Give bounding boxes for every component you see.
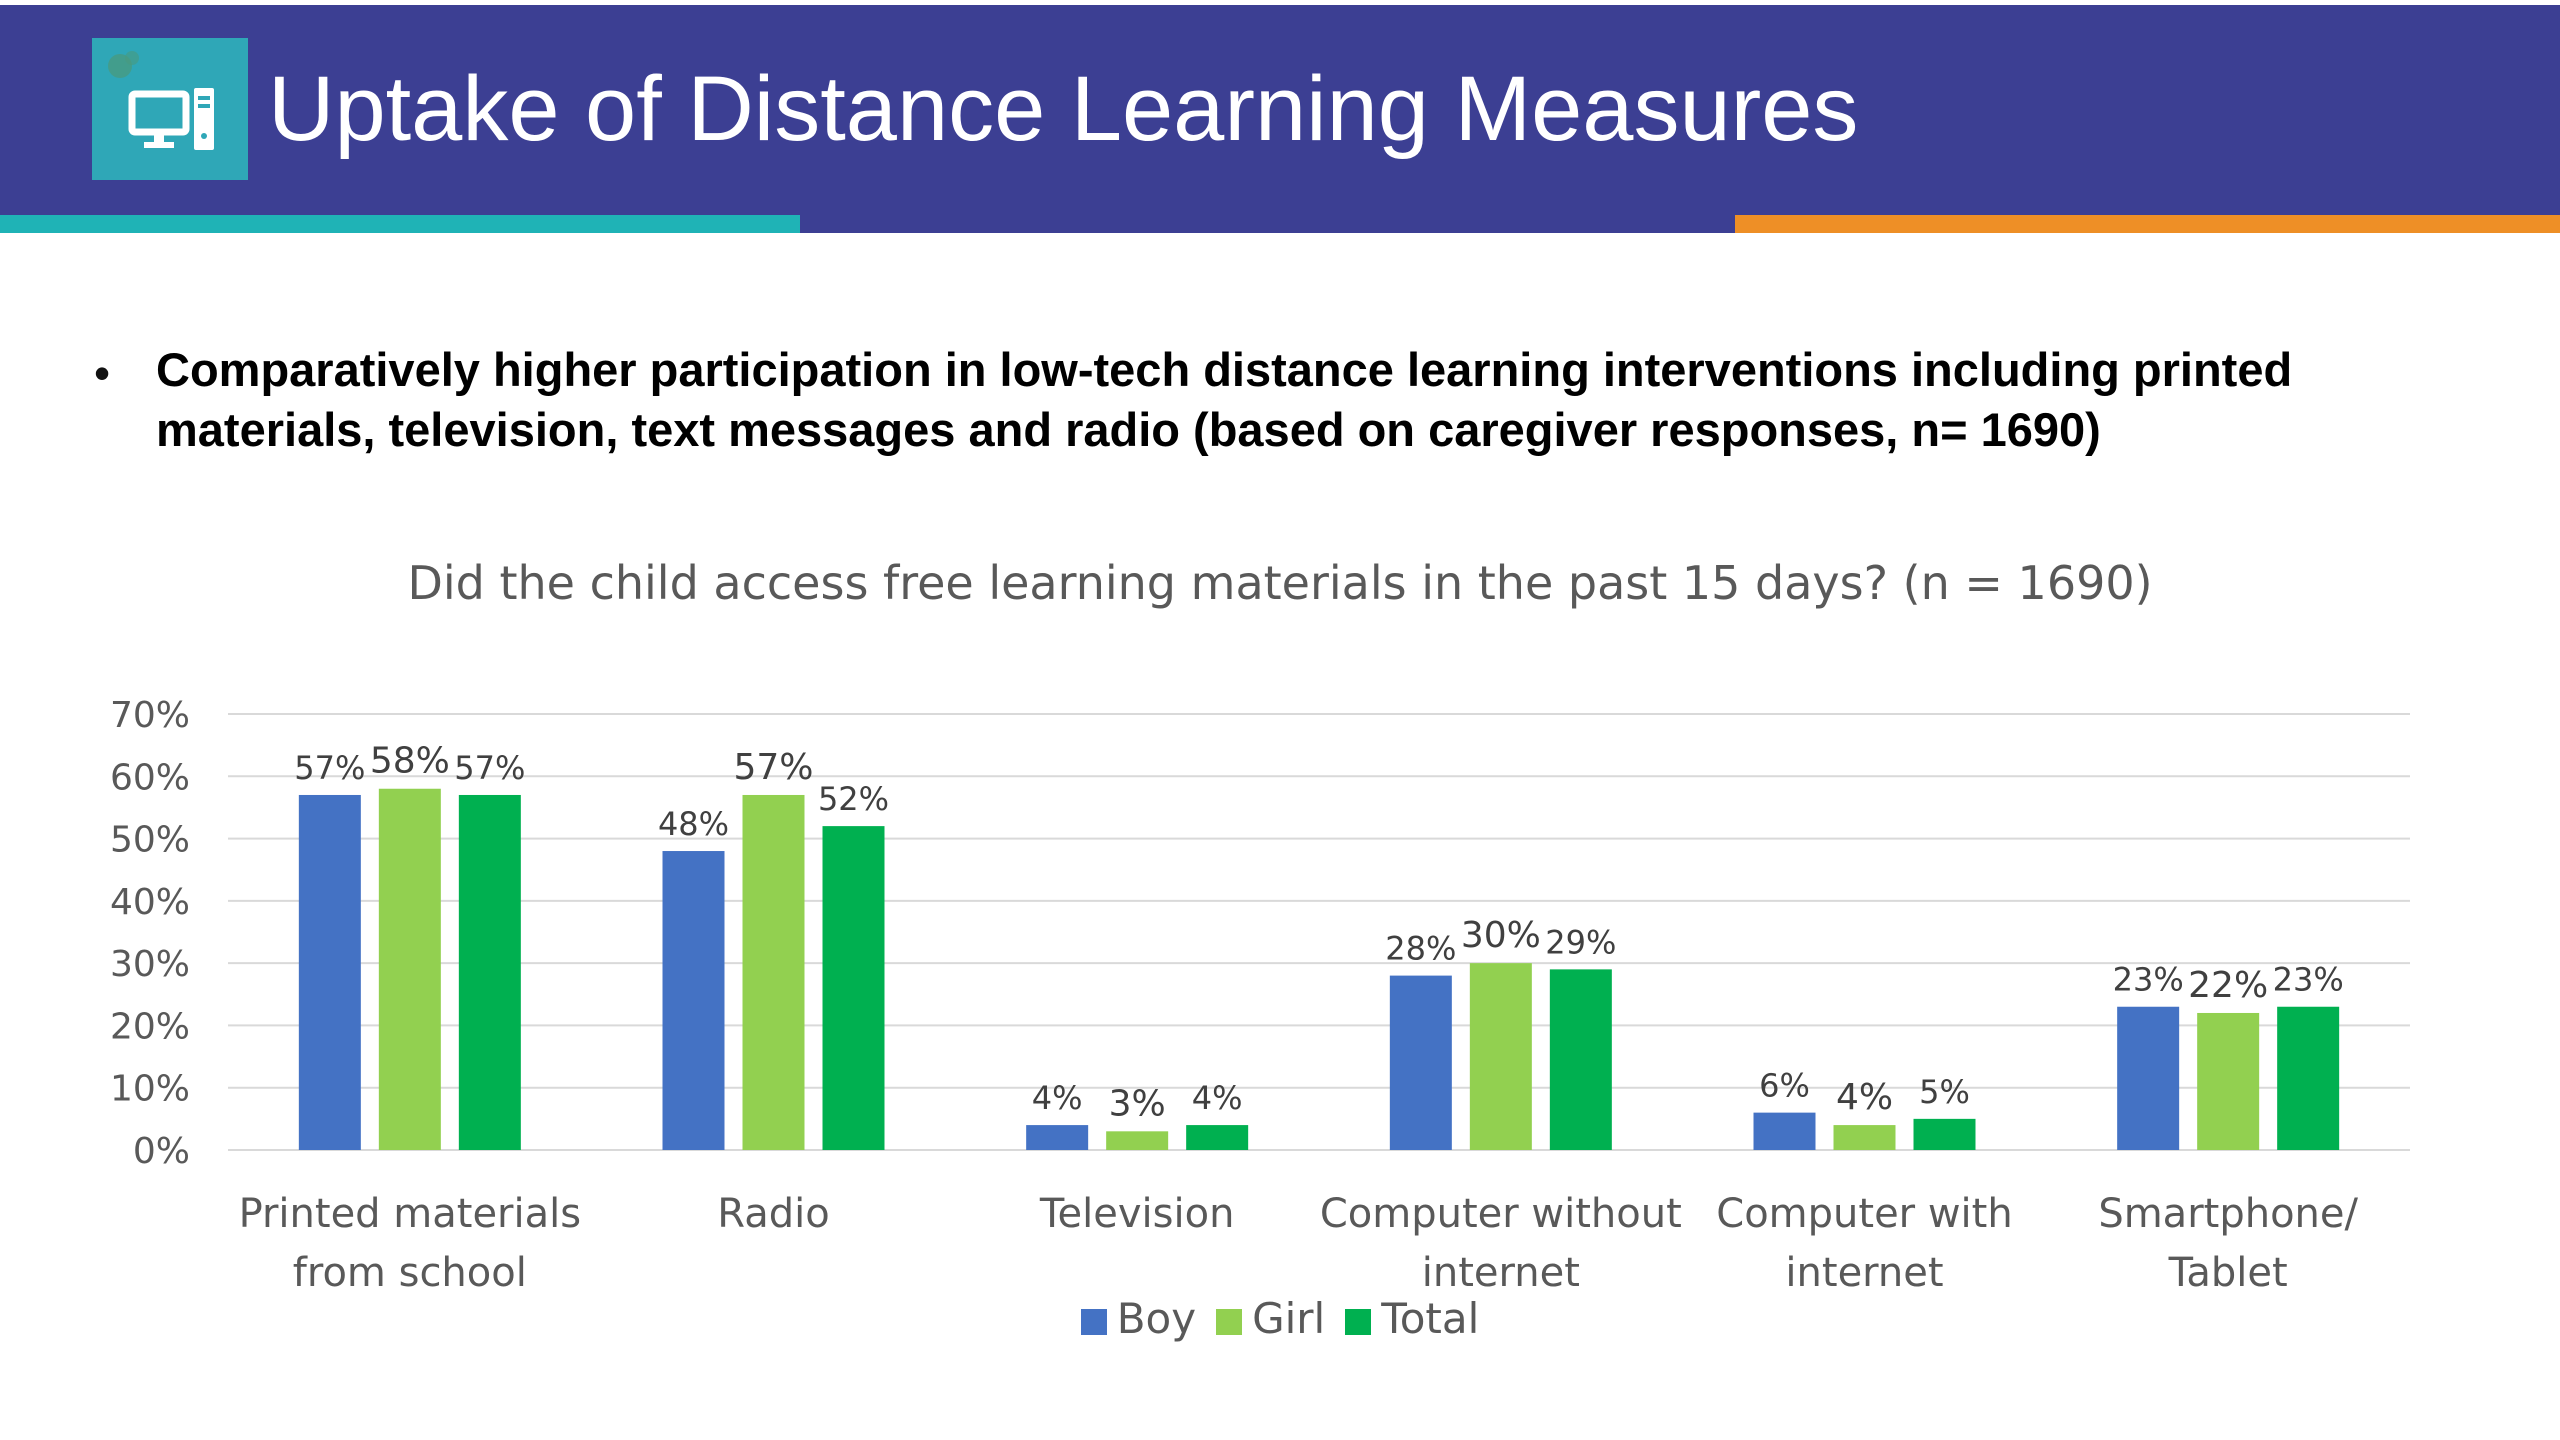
data-label: 28% (1385, 930, 1456, 968)
category-label: Smartphone/ (2098, 1191, 2358, 1237)
bar-girl (1833, 1125, 1896, 1150)
category-label: Television (1039, 1191, 1235, 1237)
bar-total (822, 826, 885, 1150)
bar-boy (662, 851, 725, 1150)
bar-total (1186, 1125, 1249, 1150)
data-label: 4% (1836, 1077, 1893, 1118)
legend-item: Boy (1080, 1294, 1197, 1343)
header-band (0, 5, 2560, 233)
data-label: 57% (733, 747, 813, 788)
bar-total (1913, 1118, 1976, 1150)
bar-total (1549, 969, 1612, 1150)
logo-box (92, 38, 248, 180)
bar-girl (2197, 1012, 2260, 1150)
chart-title: Did the child access free learning mater… (407, 556, 2153, 610)
computer-icon (108, 51, 214, 150)
header-accent-right (1735, 215, 2560, 233)
legend-label: Total (1381, 1294, 1480, 1343)
legend-label: Girl (1252, 1294, 1326, 1343)
y-tick-label: 60% (110, 757, 190, 798)
data-label: 29% (1545, 923, 1616, 961)
data-label: 22% (2188, 965, 2268, 1006)
category-label: Radio (717, 1191, 829, 1237)
bar-girl (742, 794, 805, 1150)
bar-girl (1469, 963, 1532, 1150)
header-accent-left (0, 215, 800, 233)
bullet-text: Comparatively higher participation in lo… (156, 343, 2293, 456)
data-label: 5% (1919, 1073, 1970, 1111)
bar-boy (1026, 1125, 1089, 1150)
category-label: Printed materials (239, 1191, 582, 1237)
y-tick-label: 50% (110, 820, 190, 861)
bar-boy (1753, 1112, 1816, 1150)
category-label: Tablet (2168, 1250, 2288, 1296)
bar-total (458, 794, 521, 1150)
bullet-symbol: • (94, 347, 111, 399)
bar-total (2277, 1006, 2340, 1150)
bar-boy (298, 794, 361, 1150)
bar-boy (2117, 1006, 2180, 1150)
bar-boy (1389, 975, 1452, 1150)
category-label: Computer without (1320, 1191, 1682, 1237)
page-title: Uptake of Distance Learning Measures (268, 58, 1859, 160)
y-tick-label: 40% (110, 882, 190, 923)
y-tick-label: 70% (110, 695, 190, 736)
data-label: 57% (454, 749, 525, 787)
data-label: 30% (1461, 915, 1541, 956)
data-label: 48% (658, 805, 729, 843)
category-label: Computer with (1716, 1191, 2012, 1237)
data-label: 3% (1109, 1083, 1166, 1124)
legend-swatch (1216, 1308, 1243, 1335)
data-label: 6% (1759, 1067, 1810, 1105)
y-tick-label: 10% (110, 1069, 190, 1110)
data-label: 23% (2113, 961, 2184, 999)
data-label: 4% (1032, 1079, 1083, 1117)
chart-legend: Boy Girl Total (0, 1294, 2560, 1350)
category-label: internet (1422, 1250, 1580, 1296)
category-label: internet (1785, 1250, 1943, 1296)
legend-swatch (1345, 1308, 1372, 1335)
data-label: 4% (1192, 1079, 1243, 1117)
y-tick-label: 20% (110, 1006, 190, 1047)
legend-label: Boy (1116, 1294, 1197, 1343)
data-label: 58% (370, 741, 450, 782)
bar-girl (378, 788, 441, 1150)
data-label: 57% (294, 749, 365, 787)
y-tick-label: 0% (133, 1131, 190, 1172)
category-label: from school (293, 1250, 527, 1296)
data-label: 23% (2273, 961, 2344, 999)
legend-item: Total (1345, 1294, 1479, 1343)
legend-item: Girl (1216, 1294, 1325, 1343)
data-label: 52% (818, 780, 889, 818)
bar-girl (1106, 1131, 1169, 1150)
y-tick-label: 30% (110, 944, 190, 985)
legend-swatch (1080, 1308, 1107, 1335)
